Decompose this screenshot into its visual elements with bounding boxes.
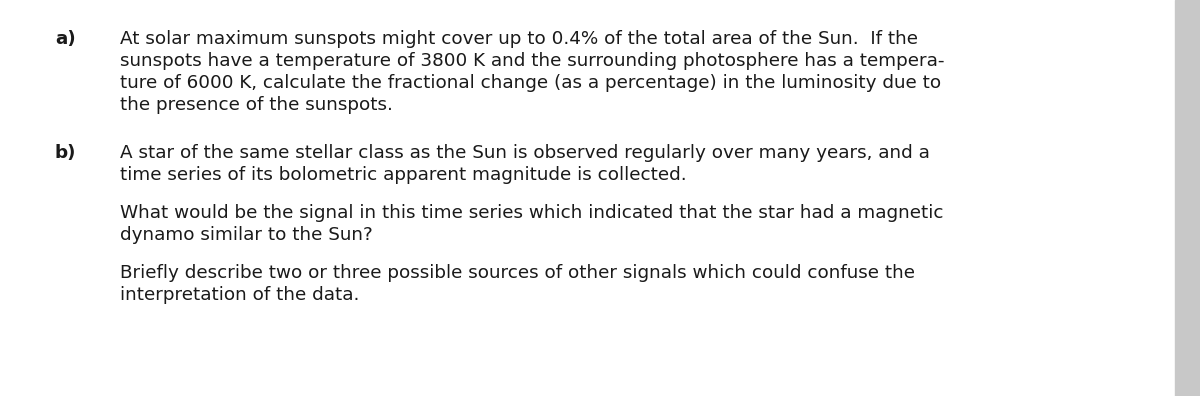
Text: What would be the signal in this time series which indicated that the star had a: What would be the signal in this time se… xyxy=(120,204,943,222)
Text: time series of its bolometric apparent magnitude is collected.: time series of its bolometric apparent m… xyxy=(120,166,686,184)
Text: a): a) xyxy=(55,30,76,48)
Text: A star of the same stellar class as the Sun is observed regularly over many year: A star of the same stellar class as the … xyxy=(120,144,930,162)
Text: b): b) xyxy=(55,144,77,162)
Bar xyxy=(1175,0,1200,396)
Text: ture of 6000 K, calculate the fractional change (as a percentage) in the luminos: ture of 6000 K, calculate the fractional… xyxy=(120,74,941,92)
Text: interpretation of the data.: interpretation of the data. xyxy=(120,286,359,304)
Text: sunspots have a temperature of 3800 K and the surrounding photosphere has a temp: sunspots have a temperature of 3800 K an… xyxy=(120,52,944,70)
Text: the presence of the sunspots.: the presence of the sunspots. xyxy=(120,96,392,114)
Text: Briefly describe two or three possible sources of other signals which could conf: Briefly describe two or three possible s… xyxy=(120,264,916,282)
Text: At solar maximum sunspots might cover up to 0.4% of the total area of the Sun.  : At solar maximum sunspots might cover up… xyxy=(120,30,918,48)
Text: dynamo similar to the Sun?: dynamo similar to the Sun? xyxy=(120,226,373,244)
